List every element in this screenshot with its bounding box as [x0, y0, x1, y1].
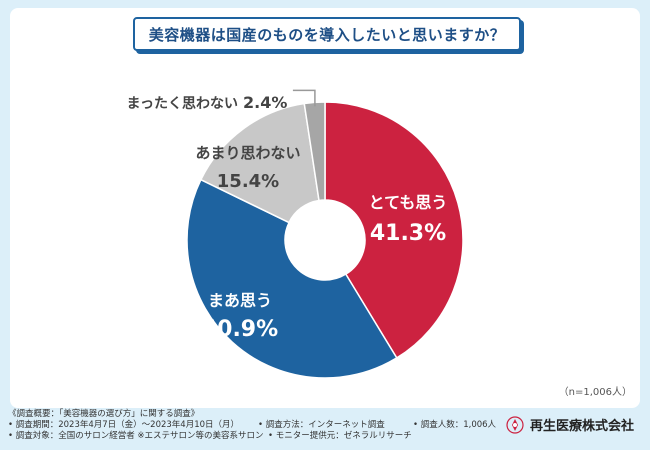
slice-value-label-4: 2.4%	[243, 93, 287, 112]
slice-name-label-3: あまり思わない	[195, 144, 300, 162]
footer-target: • 調査対象：全国のサロン経営者 ※エステサロン等の美容系サロン	[8, 431, 264, 441]
leader-line	[292, 89, 316, 107]
chart-title: 美容機器は国産のものを導入したいと思いますか？	[133, 17, 521, 51]
pie-slice-2	[186, 178, 398, 379]
pie-slice-4	[303, 101, 326, 202]
survey-footer: 《調査概要：「美容機器の選び方」に関する調査》 • 調査期間：2023年4月7日…	[8, 409, 508, 442]
slice-value-label-3: 15.4%	[217, 171, 279, 192]
slice-name-label-1: とても思う	[369, 193, 448, 212]
sample-size-label: （n=1,006人）	[558, 387, 632, 398]
pie-slice-3	[199, 102, 320, 224]
company-logo: 再生医療株式会社	[506, 415, 634, 434]
footer-period: • 調査期間：2023年4月7日（金）～2023年4月10日（月）	[8, 420, 240, 430]
slice-name-label-4: まったく思わない	[127, 96, 238, 112]
company-name: 再生医療株式会社	[529, 419, 634, 434]
footer-method: • 調査方法：インターネット調査	[258, 420, 385, 430]
logo-mark-icon	[506, 415, 524, 434]
footer-provider: • モニター提供元：ゼネラルリサーチ	[268, 431, 412, 441]
footer-survey-title: 《調査概要：「美容機器の選び方」に関する調査》	[8, 409, 200, 419]
slice-value-label-2: 40.9%	[202, 317, 278, 342]
slice-name-label-2: まあ思う	[208, 291, 272, 310]
pie-slice-1	[324, 101, 464, 359]
footer-count: • 調査人数：1,006人	[413, 420, 497, 430]
slice-value-label-1: 41.3%	[370, 221, 446, 246]
